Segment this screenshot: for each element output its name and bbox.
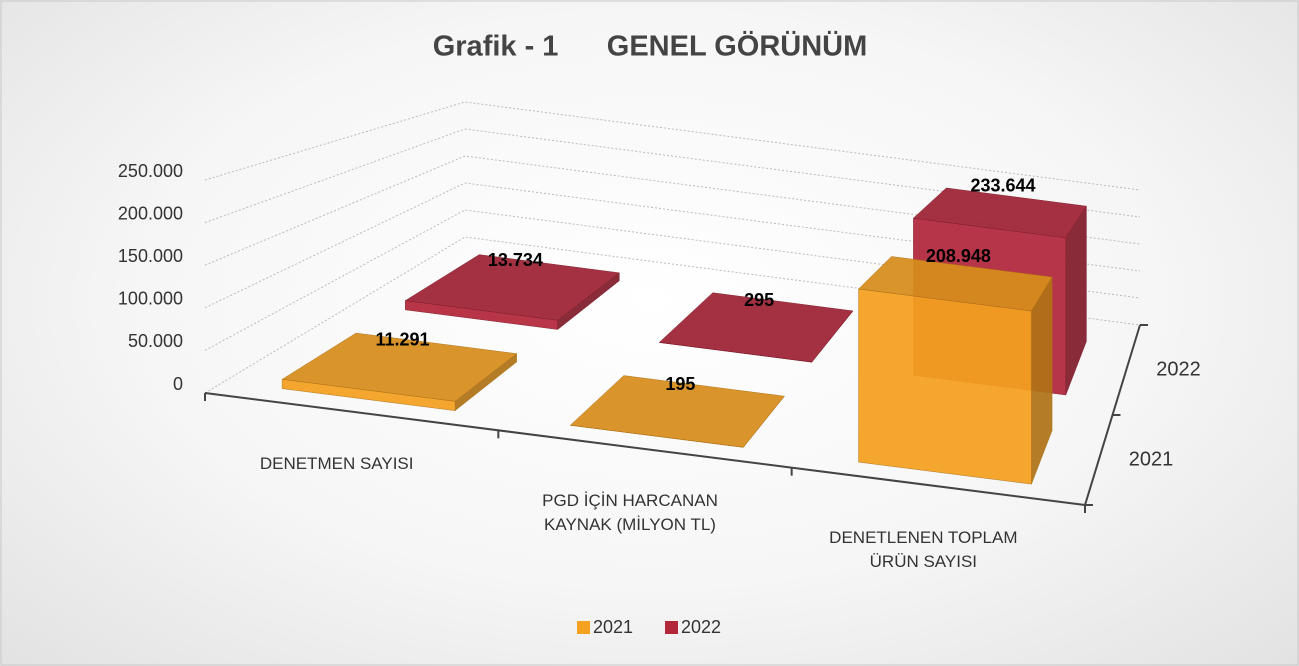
y-tick-label: 100.000: [118, 289, 183, 309]
bar-side: [1065, 205, 1087, 396]
grid-line: [204, 101, 1141, 191]
bar: [281, 332, 518, 412]
y-tick-label: 250.000: [118, 161, 183, 181]
chart-title: Grafik - 1 GENEL GÖRÜNÜM: [433, 30, 868, 63]
bar-top: [281, 332, 518, 402]
bar: [858, 256, 1053, 485]
bar-top: [569, 375, 785, 448]
y-tick-label: 0: [173, 374, 183, 394]
legend-label: 2021: [593, 617, 633, 637]
bar-top: [404, 254, 620, 321]
grid-line: [204, 182, 1141, 309]
legend-swatch: [665, 621, 678, 634]
bar: [569, 375, 785, 449]
bar: [658, 292, 854, 363]
y-tick-label: 150.000: [118, 246, 183, 266]
bar-front: [858, 288, 1032, 485]
bar: [404, 254, 620, 331]
x-tick-label: DENETMEN SAYISI: [259, 453, 414, 473]
y-tick-label: 200.000: [118, 203, 183, 223]
data-label: 11.291: [375, 330, 429, 350]
depth-label: 2022: [1156, 358, 1201, 380]
depth-label: 2021: [1129, 448, 1174, 470]
legend-label: 2022: [681, 617, 721, 637]
data-label: 295: [744, 290, 774, 310]
data-label: 195: [665, 374, 695, 394]
y-tick-label: 50.000: [128, 331, 183, 351]
data-label: 208.948: [926, 246, 991, 266]
legend-swatch: [577, 621, 590, 634]
bar-top: [858, 256, 1053, 312]
grid-line: [204, 128, 1141, 224]
bar-top: [658, 292, 854, 363]
data-label: 233.644: [970, 175, 1035, 195]
x-tick-label: DENETLENEN TOPLAM ÜRÜN SAYISI: [829, 528, 1018, 572]
bar-top: [912, 187, 1087, 239]
x-tick-label: PGD İÇİN HARCANAN KAYNAK (MİLYON TL): [542, 491, 718, 534]
data-label: 13.734: [488, 250, 543, 270]
bar-side: [1031, 276, 1053, 485]
